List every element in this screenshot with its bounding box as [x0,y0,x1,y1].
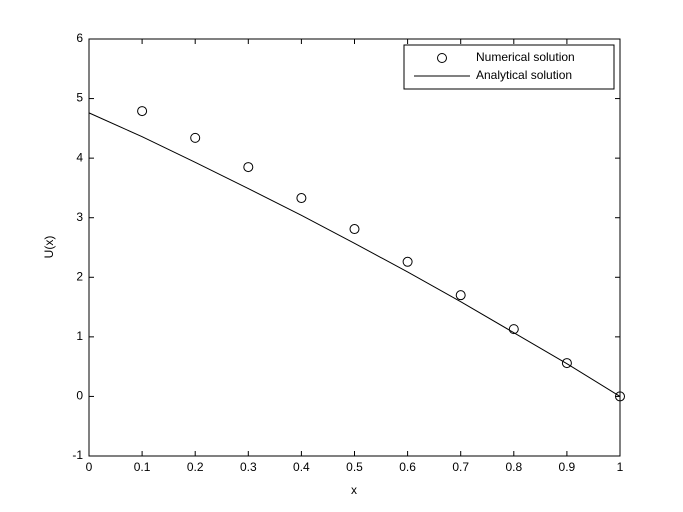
data-point [561,358,572,369]
x-axis-label: x [351,483,357,497]
data-point [137,106,148,117]
y-tick-label: -1 [72,448,83,462]
data-point [508,324,519,335]
x-tick-label: 0.4 [293,460,310,474]
x-tick-label: 0.3 [240,460,257,474]
x-tick-label: 0.8 [505,460,522,474]
y-tick-label: 1 [76,329,83,343]
y-tick-label: 4 [76,150,83,164]
data-point [455,290,466,301]
data-point [615,391,625,402]
x-tick-label: 0.9 [559,460,576,474]
y-tick-label: 0 [76,389,83,403]
legend-box [403,44,615,90]
x-tick-label: 0.2 [187,460,204,474]
data-point [402,256,413,267]
data-point [349,224,360,235]
y-tick-label: 2 [76,269,83,283]
x-tick-label: 0.7 [452,460,469,474]
y-tick-label: 3 [76,210,83,224]
legend-marker [437,53,447,63]
data-point [243,162,254,173]
x-tick-label: 0.1 [134,460,151,474]
y-tick-label: 5 [76,91,83,105]
plot-box [88,38,621,457]
data-point [190,132,201,143]
data-point [296,193,307,204]
x-tick-label: 0.5 [346,460,363,474]
x-tick-label: 0 [86,460,93,474]
legend-label: Numerical solution [476,50,575,64]
legend-label: Analytical solution [476,68,572,82]
y-tick-label: 6 [76,31,83,45]
x-tick-label: 0.6 [399,460,416,474]
x-tick-label: 1 [617,460,624,474]
y-axis-label: U(x) [42,236,56,259]
data-line [88,112,621,397]
